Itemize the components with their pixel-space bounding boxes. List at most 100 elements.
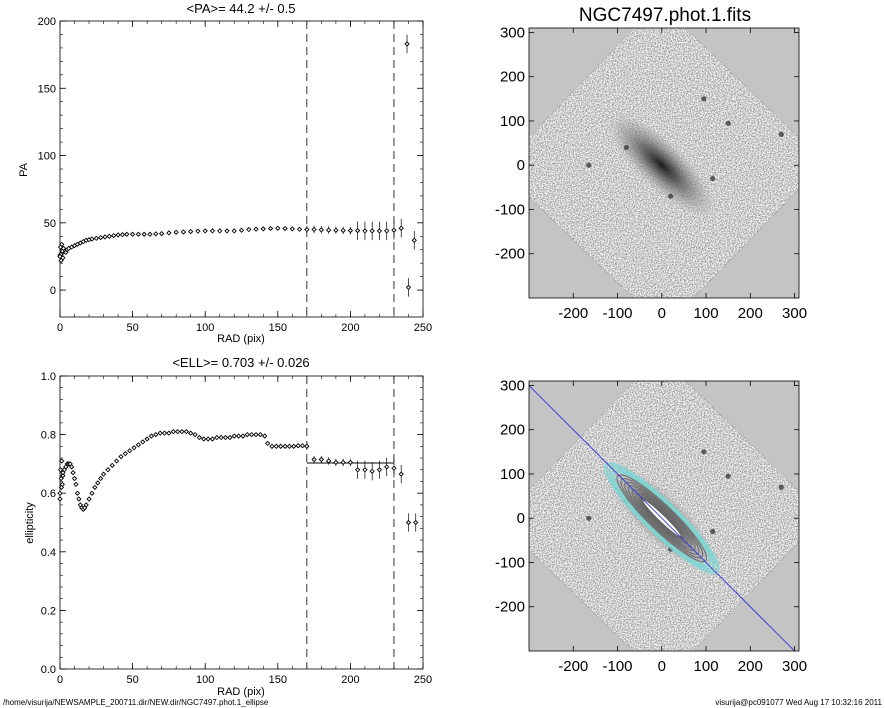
pa-plot-frame bbox=[59, 20, 424, 318]
data-point bbox=[405, 519, 412, 526]
data-point bbox=[98, 475, 104, 482]
ellipticity-ylabel: ellipticity bbox=[24, 502, 36, 544]
pa-reference-lines bbox=[306, 21, 395, 317]
data-point bbox=[257, 431, 264, 438]
pa-plot-title: <PA>= 44.2 +/- 0.5 bbox=[187, 1, 296, 16]
footer-path: /home/visurija/NEWSAMPLE_200711.dir/NEW.… bbox=[3, 698, 269, 707]
data-point bbox=[135, 231, 142, 237]
y-tick-label: 0.2 bbox=[41, 605, 56, 617]
data-point bbox=[115, 232, 121, 238]
data-point bbox=[296, 226, 303, 232]
pa-data-points bbox=[57, 34, 417, 297]
y-tick-label: 0 bbox=[50, 285, 56, 297]
data-point bbox=[129, 231, 136, 237]
data-point bbox=[391, 465, 397, 471]
data-point bbox=[205, 436, 211, 442]
y-tick-label: 150 bbox=[38, 83, 56, 95]
data-point bbox=[73, 481, 79, 488]
data-point bbox=[59, 241, 65, 247]
data-point bbox=[153, 231, 159, 237]
isophote-ellipse bbox=[639, 496, 685, 540]
data-point bbox=[173, 229, 179, 235]
data-point bbox=[131, 445, 137, 451]
data-point bbox=[224, 228, 230, 234]
data-point bbox=[318, 227, 324, 233]
data-point bbox=[391, 227, 397, 233]
data-point bbox=[209, 228, 216, 234]
data-point bbox=[413, 519, 419, 526]
data-point bbox=[235, 433, 242, 439]
data-point bbox=[291, 443, 297, 449]
data-point bbox=[201, 436, 207, 442]
data-point bbox=[86, 496, 92, 502]
x-tick-label: 50 bbox=[126, 674, 138, 686]
data-point bbox=[304, 443, 310, 449]
x-tick-label: 200 bbox=[341, 322, 359, 334]
isophote-ellipse bbox=[611, 469, 712, 567]
data-point bbox=[157, 430, 163, 436]
data-point bbox=[170, 429, 176, 435]
data-point bbox=[95, 480, 101, 486]
y-tick-label: 100 bbox=[500, 466, 525, 483]
data-point bbox=[325, 227, 332, 233]
data-point bbox=[166, 430, 172, 436]
data-point bbox=[180, 229, 187, 235]
data-point bbox=[179, 429, 185, 435]
data-point bbox=[148, 433, 155, 439]
data-point bbox=[278, 443, 284, 449]
data-point bbox=[398, 225, 404, 231]
y-tick-label: 300 bbox=[500, 24, 525, 41]
data-point bbox=[57, 496, 63, 502]
x-tick-label: 300 bbox=[782, 658, 807, 675]
star bbox=[668, 193, 674, 199]
y-tick-label: 100 bbox=[38, 151, 56, 163]
data-point bbox=[376, 228, 383, 234]
isophote-ellipse bbox=[624, 481, 700, 555]
ellipse-overlay-panel: -200 -100 0 100 200 300 -200 -100 0 100 200 300 bbox=[495, 377, 807, 675]
data-point bbox=[253, 226, 259, 232]
star bbox=[725, 120, 731, 126]
data-point bbox=[231, 228, 237, 234]
data-point bbox=[109, 462, 115, 469]
x-tick-label: 200 bbox=[738, 658, 763, 675]
x-tick-label: 300 bbox=[782, 305, 807, 322]
data-point bbox=[58, 475, 64, 482]
data-point bbox=[267, 225, 274, 232]
star bbox=[623, 144, 629, 151]
data-point bbox=[295, 443, 301, 449]
pa-ylabel: PA bbox=[18, 162, 30, 177]
isophote-ellipse bbox=[620, 478, 704, 559]
data-point bbox=[70, 470, 76, 476]
data-point bbox=[174, 429, 181, 435]
data-point bbox=[347, 227, 354, 234]
data-point bbox=[262, 433, 268, 439]
data-point bbox=[333, 459, 339, 466]
data-point bbox=[59, 481, 65, 488]
y-tick-label: -200 bbox=[495, 246, 525, 263]
data-point bbox=[57, 467, 64, 473]
data-point bbox=[398, 471, 404, 477]
data-point bbox=[144, 436, 150, 442]
data-point bbox=[273, 443, 279, 449]
data-point bbox=[59, 458, 65, 464]
pa-xlabel: RAD (pix) bbox=[217, 333, 265, 345]
isophote-ellipse bbox=[631, 489, 692, 548]
data-point bbox=[60, 245, 67, 252]
data-point bbox=[183, 429, 189, 435]
y-tick-label: 300 bbox=[500, 377, 525, 394]
x-tick-label: 100 bbox=[694, 305, 719, 322]
ellipticity-axes: 0 50 100 150 200 250 0.0 0.2 0.4 0.6 0.8 1.0 bbox=[41, 371, 432, 686]
data-point bbox=[217, 228, 223, 234]
data-point bbox=[89, 236, 95, 242]
ellipse-overlay-frame bbox=[528, 380, 800, 652]
data-point bbox=[240, 433, 246, 439]
y-tick-label: 100 bbox=[500, 113, 525, 130]
x-tick-label: 100 bbox=[196, 674, 214, 686]
data-point bbox=[333, 227, 339, 233]
isophote-ellipse bbox=[616, 474, 708, 563]
data-point bbox=[355, 227, 361, 234]
data-point bbox=[119, 232, 126, 238]
data-point bbox=[260, 226, 266, 232]
data-point bbox=[376, 467, 383, 473]
